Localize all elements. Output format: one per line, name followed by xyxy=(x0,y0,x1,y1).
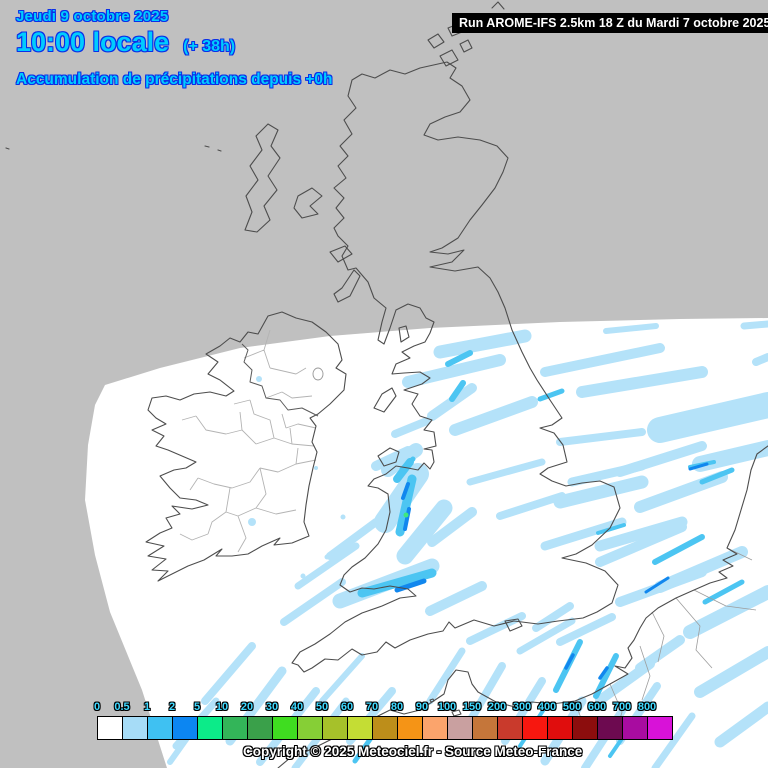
legend-color-box xyxy=(547,716,573,740)
legend-color-box xyxy=(422,716,448,740)
legend-color-box xyxy=(247,716,273,740)
channel-islands xyxy=(429,698,462,717)
legend-color-box xyxy=(272,716,298,740)
ireland-coast xyxy=(145,311,347,582)
legend-threshold-label: 0.5 xyxy=(114,701,130,713)
legend-color-box xyxy=(572,716,598,740)
lough-neagh-lake xyxy=(312,367,324,381)
legend-color-box xyxy=(222,716,248,740)
great-britain-coast xyxy=(291,61,621,673)
legend-threshold-label: 150 xyxy=(462,701,482,713)
isle-of-skye xyxy=(293,187,323,219)
forecast-time-row: 10:00 locale (+ 38h) xyxy=(16,27,333,58)
legend-threshold-label: 100 xyxy=(437,701,457,713)
legend-threshold-label: 0 xyxy=(93,701,101,713)
legend-threshold-label: 400 xyxy=(537,701,557,713)
legend-color-box xyxy=(197,716,223,740)
legend-threshold-label: 500 xyxy=(562,701,582,713)
legend-threshold-label: 700 xyxy=(612,701,632,713)
legend-color-box xyxy=(372,716,398,740)
legend-color-box xyxy=(347,716,373,740)
forecast-date-label: Jeudi 9 octobre 2025 xyxy=(16,8,169,25)
local-time-label: 10:00 locale xyxy=(16,27,170,57)
map-parameter-title: Accumulation de précipitations depuis +0… xyxy=(16,71,333,88)
precip-very-heavy xyxy=(403,512,409,518)
legend-threshold-label: 200 xyxy=(487,701,507,713)
legend-color-box xyxy=(397,716,423,740)
legend-color-box xyxy=(172,716,198,740)
continental-coast xyxy=(277,445,768,768)
legend-color-box xyxy=(322,716,348,740)
legend-color-box xyxy=(97,716,123,740)
northern-ireland-border xyxy=(241,343,319,417)
legend-threshold-label: 90 xyxy=(415,701,429,713)
legend-color-box xyxy=(447,716,473,740)
legend-color-box xyxy=(122,716,148,740)
legend-threshold-label: 60 xyxy=(340,701,354,713)
legend-threshold-label: 50 xyxy=(315,701,329,713)
legend-threshold-label: 2 xyxy=(168,701,176,713)
legend-scale-labels: 0 0.5 1 2 5 10 20 30 40 50 60 70 80 90 100 150 200 300 400… xyxy=(0,701,768,715)
legend-color-box xyxy=(297,716,323,740)
isle-of-man xyxy=(373,387,397,413)
shetland-tip xyxy=(491,1,505,10)
st-kilda-islets xyxy=(5,145,222,152)
admin-boundaries xyxy=(179,329,757,741)
legend-color-box xyxy=(622,716,648,740)
legend-color-box xyxy=(597,716,623,740)
legend-color-box xyxy=(522,716,548,740)
legend-threshold-label: 800 xyxy=(637,701,657,713)
precip-heavy xyxy=(394,462,709,680)
legend-color-box xyxy=(497,716,523,740)
legend-threshold-label: 10 xyxy=(215,701,229,713)
legend-color-box xyxy=(647,716,673,740)
arran-island xyxy=(398,325,410,343)
isle-of-mull xyxy=(329,245,353,263)
legend-threshold-label: 20 xyxy=(240,701,254,713)
islay-jura-islands xyxy=(333,269,361,303)
anglesey-island xyxy=(377,447,400,467)
forecast-header: Jeudi 9 octobre 2025 10:00 locale (+ 38h)… xyxy=(16,8,333,89)
coastlines xyxy=(5,1,768,768)
legend-threshold-label: 70 xyxy=(365,701,379,713)
legend-threshold-label: 80 xyxy=(390,701,404,713)
outer-hebrides xyxy=(244,123,281,233)
legend-threshold-label: 5 xyxy=(193,701,201,713)
forecast-offset-label: (+ 38h) xyxy=(183,38,236,55)
isle-of-wight xyxy=(504,618,523,632)
model-run-info-bar: Run AROME-IFS 2.5km 18 Z du Mardi 7 octo… xyxy=(452,13,768,33)
legend-threshold-label: 300 xyxy=(512,701,532,713)
legend-threshold-label: 40 xyxy=(290,701,304,713)
legend-threshold-label: 600 xyxy=(587,701,607,713)
legend-color-scale xyxy=(97,716,673,740)
legend-color-box xyxy=(147,716,173,740)
copyright-label: Copyright © 2025 Meteociel.fr - Source M… xyxy=(243,744,583,759)
legend-threshold-label: 1 xyxy=(143,701,151,713)
legend-threshold-label: 30 xyxy=(265,701,279,713)
legend-color-box xyxy=(472,716,498,740)
